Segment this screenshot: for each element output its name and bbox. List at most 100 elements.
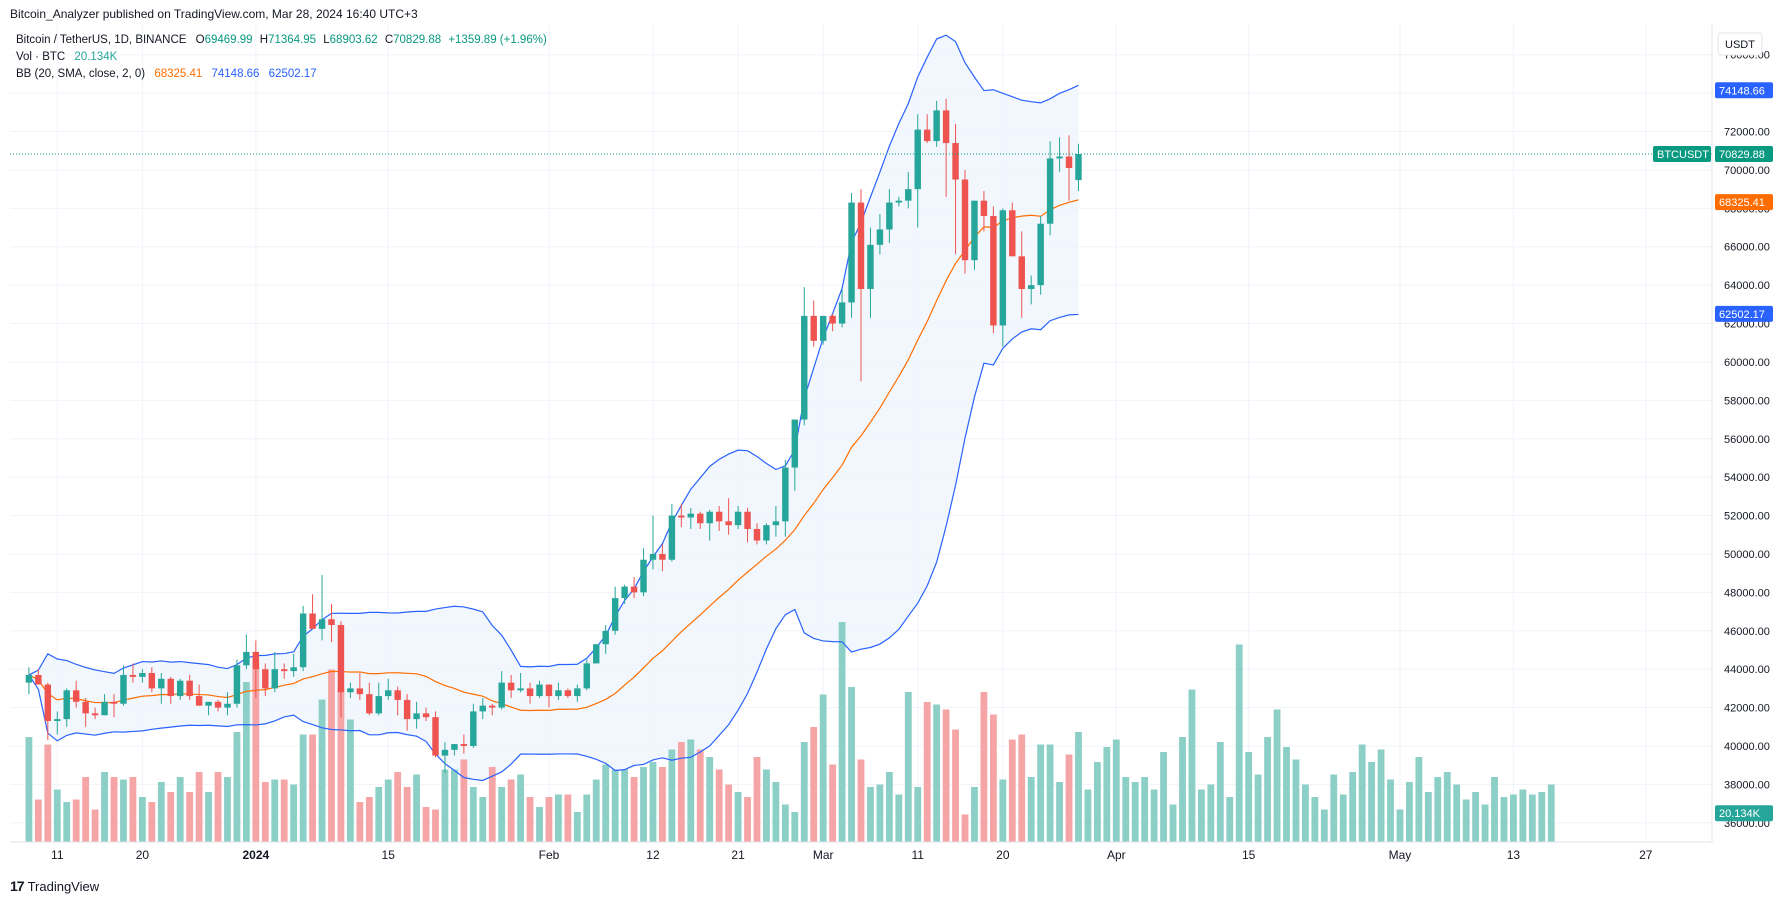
candle-body [158, 678, 165, 689]
x-tick-label: 13 [1507, 848, 1521, 862]
candle-body [753, 529, 761, 541]
candle-body [980, 200, 988, 217]
volume-bar [1443, 772, 1451, 842]
volume-bar [573, 812, 581, 842]
volume-bar [1528, 794, 1536, 842]
volume-label[interactable]: Vol · BTC [16, 51, 66, 63]
volume-bar [1358, 744, 1366, 842]
x-tick-label: Apr [1107, 848, 1126, 862]
candle-body [205, 701, 212, 706]
volume-bar [696, 749, 704, 842]
volume-bar [1084, 789, 1092, 842]
volume-bar [583, 794, 591, 842]
price-label-text: 68325.41 [1719, 197, 1765, 209]
candle-body [1009, 210, 1016, 257]
x-tick-label: 15 [1242, 848, 1256, 862]
volume-bar [1302, 784, 1309, 842]
candle-body [810, 315, 817, 341]
candle-body [489, 705, 496, 708]
volume-bar [1018, 734, 1026, 842]
candle-body [214, 701, 222, 708]
volume-value: 20.134K [74, 51, 118, 63]
volume-bar [942, 709, 950, 842]
price-label-bb_upper [1715, 82, 1773, 99]
volume-bar [261, 782, 269, 842]
candle-body [479, 705, 486, 712]
candle-body [1075, 153, 1082, 181]
volume-bar [781, 804, 789, 842]
candle-body [725, 521, 732, 526]
candle-body [413, 713, 420, 720]
candle-body [1056, 156, 1063, 159]
volume-bar [403, 787, 411, 842]
x-tick-label: 27 [1639, 848, 1653, 862]
candle-body [857, 202, 865, 289]
volume-bar [1472, 792, 1480, 842]
x-tick-label: 11 [911, 848, 924, 862]
volume-bar [933, 704, 941, 842]
volume-bar [195, 772, 203, 842]
volume-bar [148, 802, 156, 842]
candle-body [801, 315, 808, 420]
candle-body [309, 613, 316, 629]
candle-body [1065, 156, 1073, 169]
volume-bar [555, 794, 562, 842]
volume-bar [1510, 794, 1517, 842]
candle-body [299, 613, 307, 668]
symbol-tag [1653, 145, 1711, 162]
candle-body [186, 680, 193, 697]
candle-body [91, 713, 99, 716]
volume-bar [176, 777, 184, 842]
bb-label[interactable]: BB (20, SMA, close, 2, 0) [16, 68, 146, 80]
candle-body [971, 200, 978, 261]
candle-body [990, 216, 997, 326]
volume-bar [318, 699, 326, 842]
candle-body [318, 619, 326, 629]
candle-body [611, 598, 619, 631]
volume-bar [1141, 777, 1149, 842]
candle-body [867, 244, 874, 289]
candle-body [914, 129, 921, 190]
volume-bar [904, 692, 912, 842]
candle-body [507, 682, 515, 691]
volume-bar [640, 767, 647, 842]
candle-body [678, 515, 685, 518]
y-tick-label: 54000.00 [1724, 472, 1770, 484]
x-tick-label: 12 [646, 848, 660, 862]
volume-bar [611, 769, 619, 842]
volume-bar [1481, 804, 1489, 842]
tradingview-brand: TradingView [27, 878, 100, 894]
symbol-name[interactable]: Bitcoin / TetherUS, 1D, BINANCE [16, 34, 187, 46]
volume-bar [1453, 784, 1461, 842]
volume-bar [923, 702, 931, 842]
candle-body [1037, 223, 1044, 286]
volume-bar [441, 769, 449, 842]
candle-body [63, 690, 70, 720]
y-tick-label: 64000.00 [1724, 280, 1770, 292]
volume-legend[interactable]: Vol · BTC 20.134K [16, 51, 123, 63]
candle-body [782, 467, 789, 522]
x-tick-label: May [1389, 848, 1412, 862]
volume-bar [1169, 804, 1177, 842]
bb-legend[interactable]: BB (20, SMA, close, 2, 0) 68325.41 74148… [16, 68, 323, 80]
volume-bar [989, 714, 997, 842]
volume-bar [1254, 774, 1262, 842]
candle-body [366, 694, 373, 714]
symbol-legend[interactable]: Bitcoin / TetherUS, 1D, BINANCE O69469.9… [16, 34, 557, 46]
volume-bar [1368, 762, 1376, 842]
volume-bar [1150, 789, 1158, 842]
candle-body [167, 678, 174, 697]
publisher-text: Bitcoin_Analyzer published on TradingVie… [10, 7, 418, 21]
volume-bar [309, 734, 316, 842]
volume-bar [299, 734, 307, 842]
candle-body [886, 202, 893, 230]
volume-bar [517, 774, 525, 842]
tradingview-logo-icon: 17 [10, 878, 25, 894]
volume-bar [999, 779, 1007, 842]
price-label-text: 70829.88 [1719, 149, 1765, 161]
candle-body [659, 553, 666, 560]
tradingview-footer[interactable]: 17 TradingView [10, 878, 99, 894]
volume-bar [1235, 644, 1243, 842]
candle-body [791, 419, 799, 468]
